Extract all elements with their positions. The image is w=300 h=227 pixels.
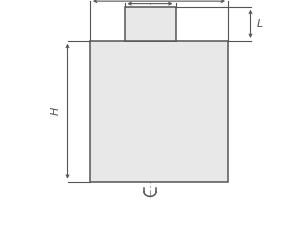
FancyBboxPatch shape: [90, 41, 228, 182]
Text: L: L: [257, 19, 263, 29]
Text: H: H: [51, 107, 61, 115]
Text: M: M: [145, 0, 155, 1]
FancyBboxPatch shape: [124, 7, 176, 41]
